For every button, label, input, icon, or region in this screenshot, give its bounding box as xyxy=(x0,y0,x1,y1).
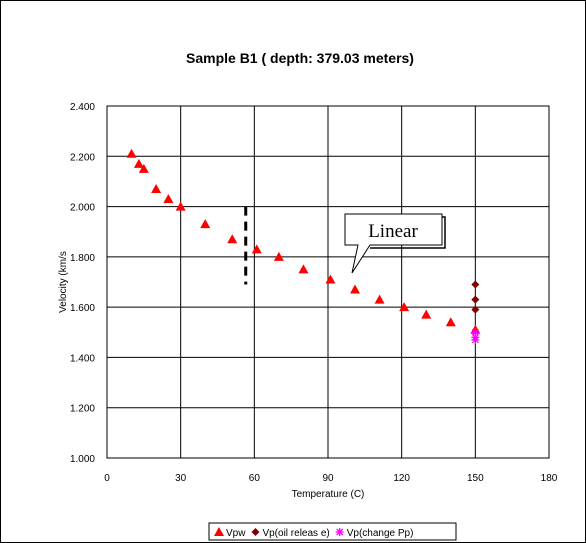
star-stroke xyxy=(336,528,344,536)
x-tick-label: 180 xyxy=(541,473,558,484)
y-tick-label: 2.400 xyxy=(70,102,95,113)
point-diamond xyxy=(471,305,480,314)
legend-marker-triangle xyxy=(214,527,224,536)
point-triangle xyxy=(251,244,262,254)
point-triangle xyxy=(151,183,162,193)
y-tick-label: 1.000 xyxy=(70,454,95,465)
x-tick-label: 120 xyxy=(393,473,410,484)
point-triangle xyxy=(445,317,456,327)
legend-label: Vp(change Pp) xyxy=(347,528,414,539)
legend-marker-diamond xyxy=(251,528,260,536)
chart-title: Sample B1 ( depth: 379.03 meters) xyxy=(186,50,414,66)
point-triangle xyxy=(175,201,186,211)
point-diamond xyxy=(471,295,480,304)
legend-box xyxy=(208,522,457,541)
callout-bubble xyxy=(344,213,443,274)
point-triangle xyxy=(273,251,284,261)
plot-border xyxy=(106,105,550,459)
callout-text: Linear xyxy=(368,221,418,242)
y-tick-label: 1.600 xyxy=(70,303,95,314)
point-triangle xyxy=(227,234,238,244)
x-tick-labels: 0 30 60 90 120 150 180 xyxy=(104,473,558,484)
y-tick-label: 1.400 xyxy=(70,353,95,364)
point-triangle xyxy=(126,148,137,158)
x-tick-label: 0 xyxy=(104,473,110,484)
point-triangle xyxy=(298,264,309,274)
y-tick-label: 1.800 xyxy=(70,253,95,264)
y-tick-label: 2.200 xyxy=(70,152,95,163)
point-star xyxy=(471,335,480,344)
point-triangle xyxy=(350,284,361,294)
data-points xyxy=(126,148,481,344)
linear-callout: Linear xyxy=(344,213,446,274)
y-tick-labels: 1.000 1.200 1.400 1.600 1.800 2.000 2.200 2.400 xyxy=(70,102,95,465)
x-tick-label: 30 xyxy=(175,473,187,484)
legend-label: Vpw xyxy=(226,528,246,539)
grid xyxy=(106,105,550,459)
point-triangle xyxy=(421,309,432,319)
y-tick-label: 2.000 xyxy=(70,203,95,214)
point-triangle xyxy=(138,163,149,173)
point-triangle xyxy=(200,219,211,229)
point-triangle xyxy=(133,158,144,168)
x-tick-label: 60 xyxy=(249,473,261,484)
x-tick-label: 90 xyxy=(322,473,334,484)
point-triangle xyxy=(374,294,385,304)
point-diamond xyxy=(471,280,480,289)
point-triangle xyxy=(163,194,174,204)
point-triangle xyxy=(325,274,336,284)
y-axis-label: Velocity (km/s xyxy=(58,251,69,313)
point-triangle xyxy=(399,302,410,312)
legend: Vpw Vp(oil releas e) Vp(change Pp) xyxy=(208,522,457,541)
y-tick-label: 1.200 xyxy=(70,404,95,415)
callout-shadow xyxy=(370,216,446,249)
x-axis-label: Temperature (C) xyxy=(292,489,365,500)
legend-label: Vp(oil releas e) xyxy=(262,528,329,539)
star-stroke xyxy=(471,336,479,344)
legend-marker-star xyxy=(335,528,344,536)
star-stroke xyxy=(471,328,479,336)
x-tick-label: 150 xyxy=(467,473,484,484)
